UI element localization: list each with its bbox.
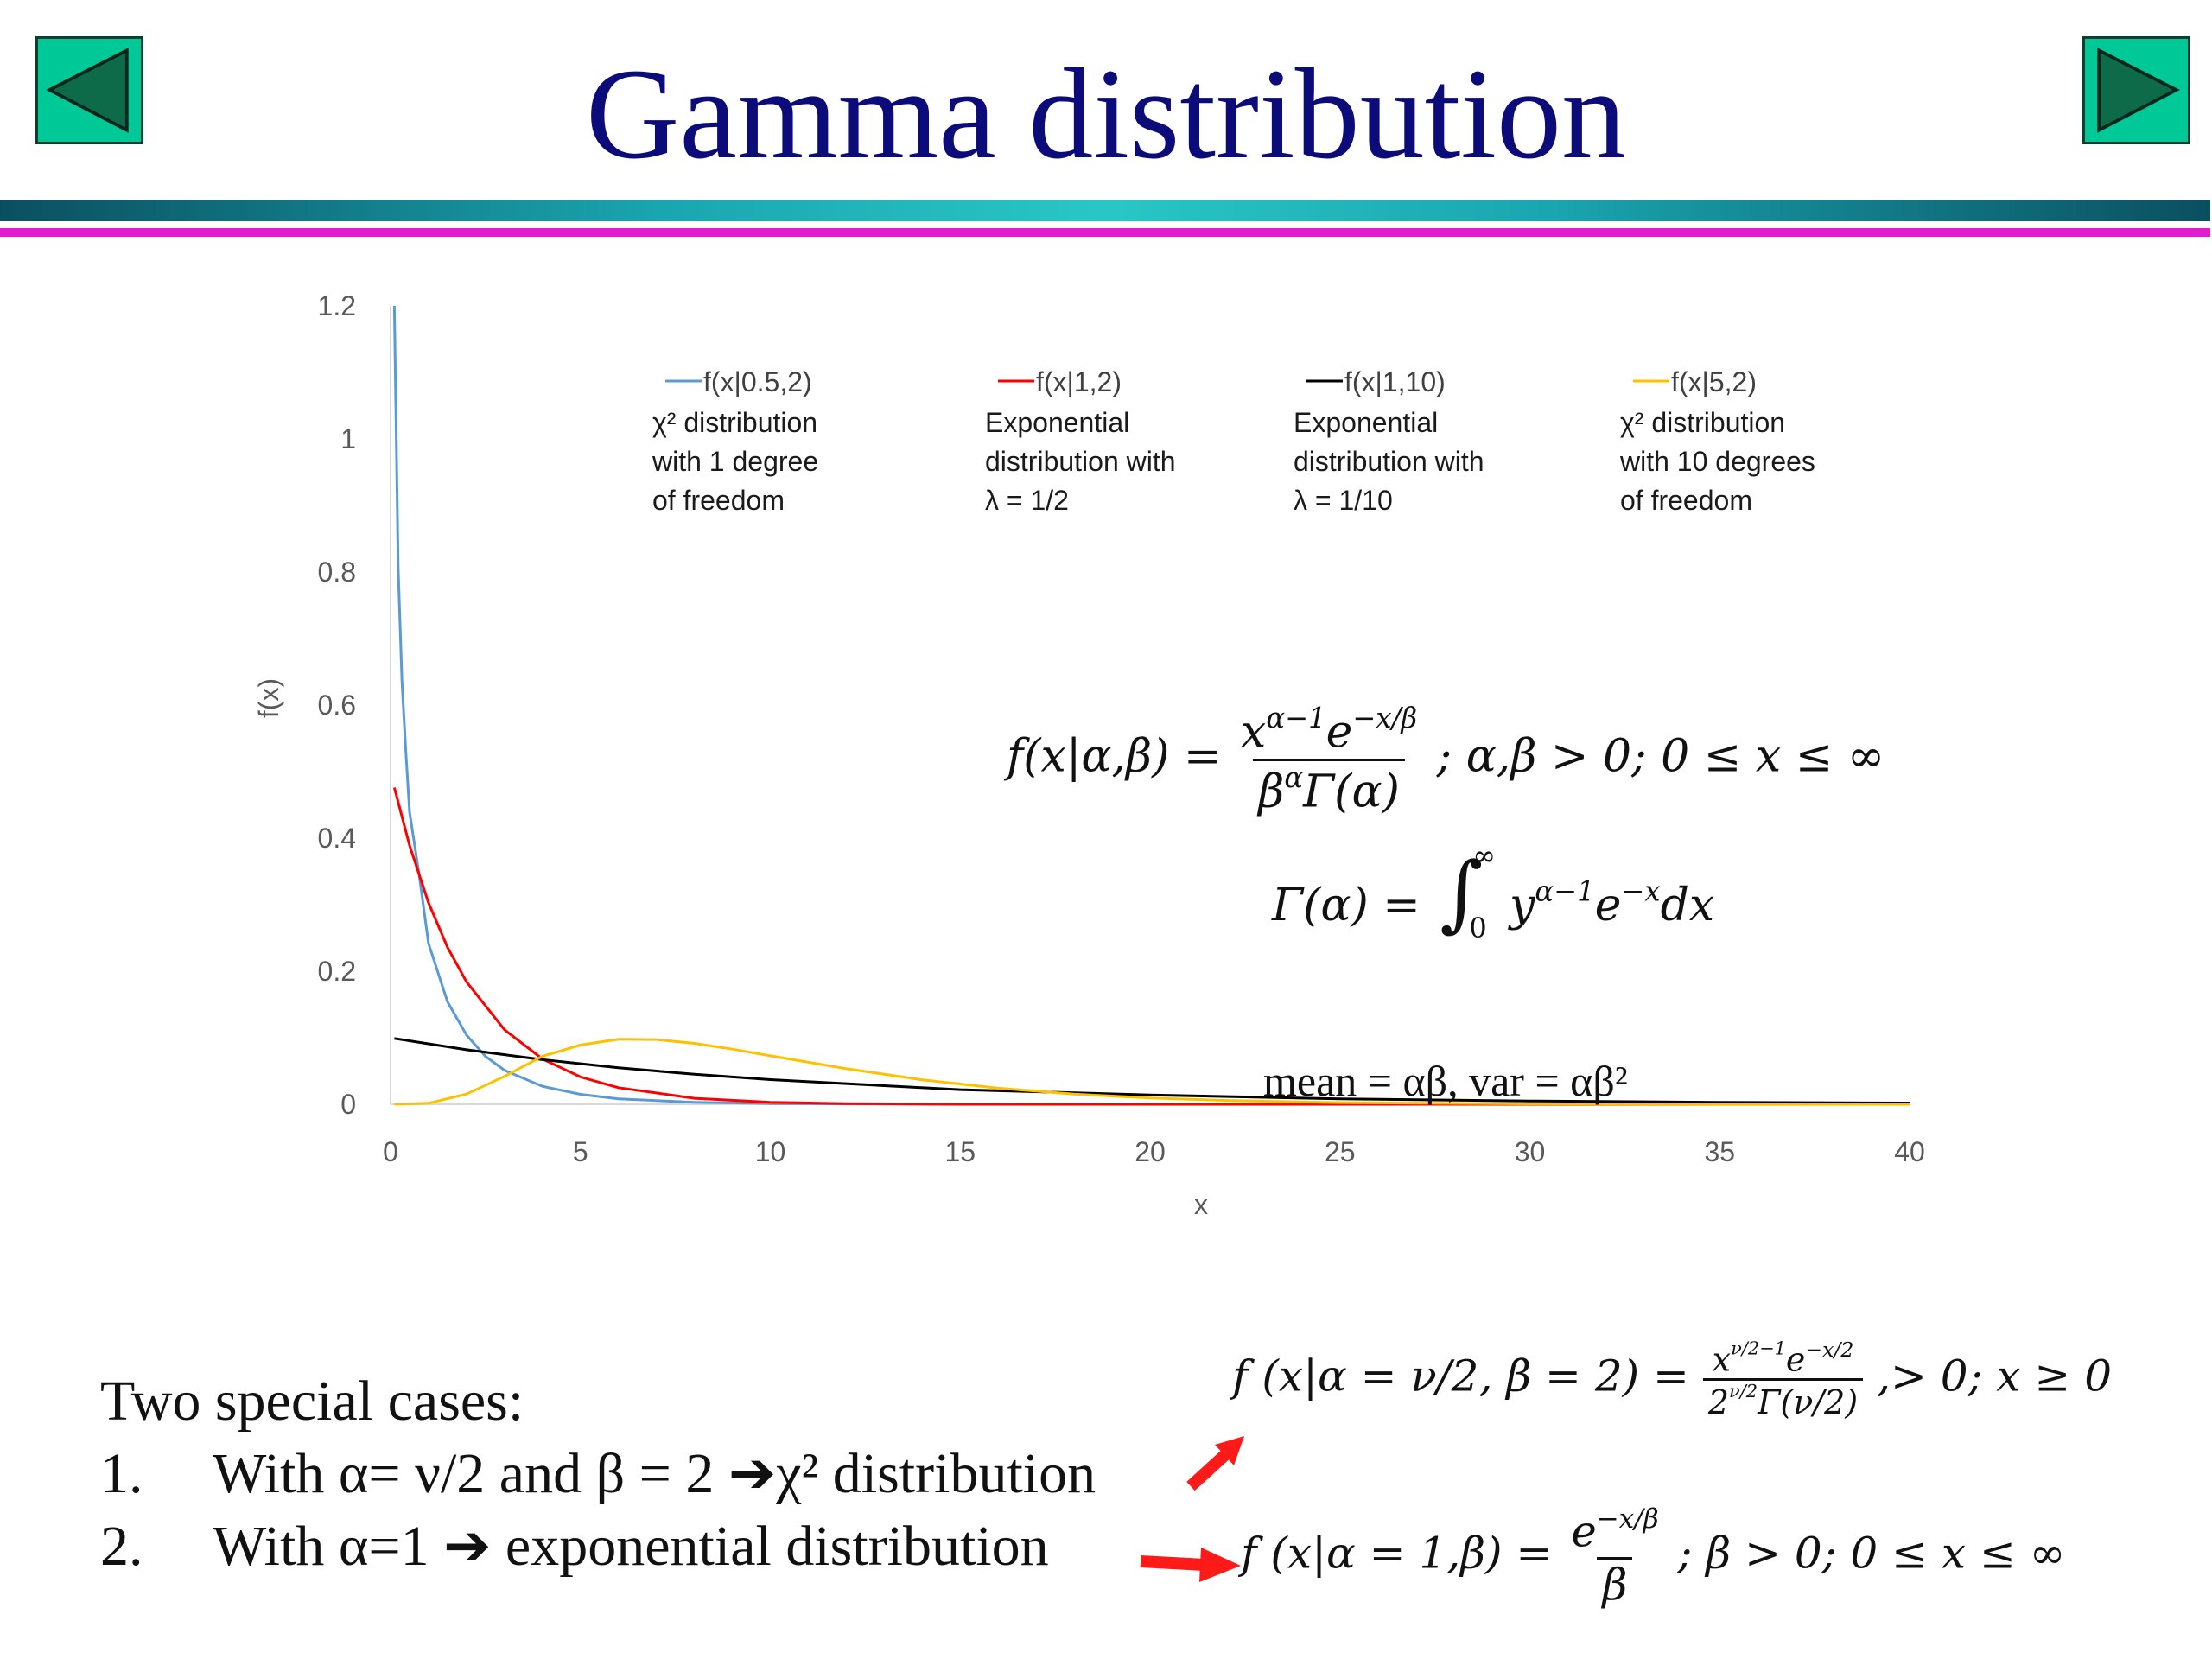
chi-den-sup: ν/2 <box>1729 1381 1758 1402</box>
special-cases: Two special cases: 1. With α= ν/2 and β =… <box>100 1365 1096 1583</box>
x-tick-label: 5 <box>573 1136 588 1167</box>
exp-fraction: e−x/β β <box>1566 1503 1663 1610</box>
integral-lower: 0 <box>1469 912 1487 944</box>
previous-slide-button[interactable] <box>35 36 143 144</box>
legend-description-4: χ² distribution with 10 degrees of freed… <box>1620 407 1815 516</box>
y-tick-label: 0.8 <box>318 556 356 588</box>
legend-description-3: Exponential distribution with λ = 1/10 <box>1294 407 1484 516</box>
gamma-e: e <box>1594 880 1622 931</box>
chi-num-sup: ν/2−1 <box>1731 1338 1786 1359</box>
x-tick-label: 15 <box>944 1136 976 1167</box>
slide-title: Gamma distribution <box>585 42 1627 186</box>
mean-variance-text: mean = αβ, var = αβ² <box>1263 1057 1628 1105</box>
legend-label-3: f(x|1,10) <box>1344 366 1446 397</box>
legend-label-2: f(x|1,2) <box>1036 366 1122 397</box>
x-axis-title: x <box>1194 1189 1208 1220</box>
y-tick-label: 0.4 <box>318 823 356 854</box>
integral-sign: ∫ <box>1440 844 1484 941</box>
chi-den-gamma: Γ(ν/2) <box>1758 1383 1859 1422</box>
exp-num-e: e <box>1571 1506 1597 1557</box>
chi-rhs: ,> 0; x ≥ 0 <box>1877 1351 2113 1402</box>
special-cases-heading: Two special cases: <box>100 1370 524 1433</box>
legend-description-1: χ² distribution with 1 degree of freedom <box>652 407 819 516</box>
gamma-function-formula: Γ(α) = ∫ ∞ 0 yα−1e−xdx <box>1272 839 1715 944</box>
legend-label-1: f(x|0.5,2) <box>703 366 812 397</box>
pdf-formula: f(x|α,β) = xα−1e−x/β βαΓ(α) ; α,β > 0; 0… <box>1007 702 1885 817</box>
chi-num-e: e <box>1785 1340 1806 1379</box>
exponential-formula: f (x|α = 1,β) = e−x/β β ; β > 0; 0 ≤ x ≤… <box>1241 1503 2065 1610</box>
title-divider-magenta <box>0 228 2210 237</box>
x-tick-label: 20 <box>1135 1136 1166 1167</box>
gamma-y-sup: α−1 <box>1535 874 1595 908</box>
special-case-1-text: With α= ν/2 and β = 2 ➔χ² distribution <box>213 1442 1096 1505</box>
series-line-4 <box>394 1038 1910 1106</box>
x-tick-label: 25 <box>1325 1136 1356 1167</box>
y-tick-label: 0.6 <box>318 690 356 721</box>
y-tick-label: 1 <box>340 423 356 454</box>
chi-lhs: f (x|α = ν/2, β = 2) = <box>1232 1351 1689 1402</box>
gamma-dx: dx <box>1660 880 1715 931</box>
exp-den-beta: β <box>1602 1559 1628 1610</box>
pdf-den-gamma: Γ(α) <box>1303 766 1400 818</box>
pdf-den-beta: β <box>1258 766 1285 818</box>
special-case-2-number: 2. <box>100 1515 143 1578</box>
chi-den-2: 2 <box>1707 1383 1730 1422</box>
special-case-2-text: With α=1 ➔ exponential distribution <box>213 1515 1049 1578</box>
special-case-1-number: 1. <box>100 1442 143 1505</box>
gamma-lhs: Γ(α) = <box>1272 880 1421 931</box>
gamma-y: y <box>1509 880 1535 931</box>
exp-num-sup: −x/β <box>1596 1503 1659 1535</box>
left-triangle-icon <box>46 48 129 133</box>
gamma-e-sup: −x <box>1621 874 1661 908</box>
red-arrow-chi-icon <box>1186 1436 1244 1491</box>
right-triangle-icon <box>2097 48 2180 133</box>
y-tick-label: 0.2 <box>318 956 356 987</box>
chi-num-x: x <box>1712 1340 1732 1379</box>
legend-label-4: f(x|5,2) <box>1671 366 1757 397</box>
chi-num-e-sup: −x/2 <box>1805 1338 1854 1362</box>
special-case-2: 2. With α=1 ➔ exponential distribution <box>100 1510 1096 1583</box>
pdf-lhs: f(x|α,β) = <box>1007 730 1222 783</box>
pdf-num-sup1: α−1 <box>1266 702 1326 734</box>
integral-upper: ∞ <box>1472 839 1497 872</box>
y-tick-label: 1.2 <box>318 290 356 321</box>
special-case-1: 1. With α= ν/2 and β = 2 ➔χ² distribution <box>100 1438 1096 1510</box>
series-line-2 <box>392 787 1910 1106</box>
legend-description-2: Exponential distribution with λ = 1/2 <box>985 407 1176 516</box>
red-arrow-exp-icon <box>1140 1548 1241 1582</box>
pdf-num-sup2: −x/β <box>1352 702 1418 734</box>
x-tick-label: 40 <box>1894 1136 1925 1167</box>
pdf-den-sup: α <box>1284 760 1304 794</box>
series-line-3 <box>394 1037 1910 1104</box>
chi-fraction: xν/2−1e−x/2 2ν/2Γ(ν/2) <box>1702 1338 1864 1422</box>
x-tick-label: 10 <box>755 1136 786 1167</box>
pdf-num-e: e <box>1325 706 1353 759</box>
gamma-chart: 0 5 10 15 20 25 30 35 40 0 0.2 0.4 0.6 0.8 1 1.2 f(x|0.… <box>253 290 1925 1220</box>
pdf-rhs: ; α,β > 0; 0 ≤ x ≤ ∞ <box>1436 730 1885 783</box>
x-tick-label: 0 <box>383 1136 398 1167</box>
x-tick-label: 35 <box>1704 1136 1735 1167</box>
y-axis-title: f(x) <box>253 678 284 718</box>
pdf-fraction: xα−1e−x/β βαΓ(α) <box>1236 702 1422 817</box>
pdf-num-x: x <box>1241 706 1267 759</box>
title-divider-teal <box>0 200 2210 221</box>
exp-rhs: ; β > 0; 0 ≤ x ≤ ∞ <box>1677 1528 2066 1579</box>
x-tick-label: 30 <box>1515 1136 1546 1167</box>
exp-lhs: f (x|α = 1,β) = <box>1241 1528 1553 1579</box>
next-slide-button[interactable] <box>2082 36 2190 144</box>
chi-square-formula: f (x|α = ν/2, β = 2) = xν/2−1e−x/2 2ν/2Γ… <box>1232 1338 2112 1421</box>
y-tick-label: 0 <box>340 1089 356 1120</box>
